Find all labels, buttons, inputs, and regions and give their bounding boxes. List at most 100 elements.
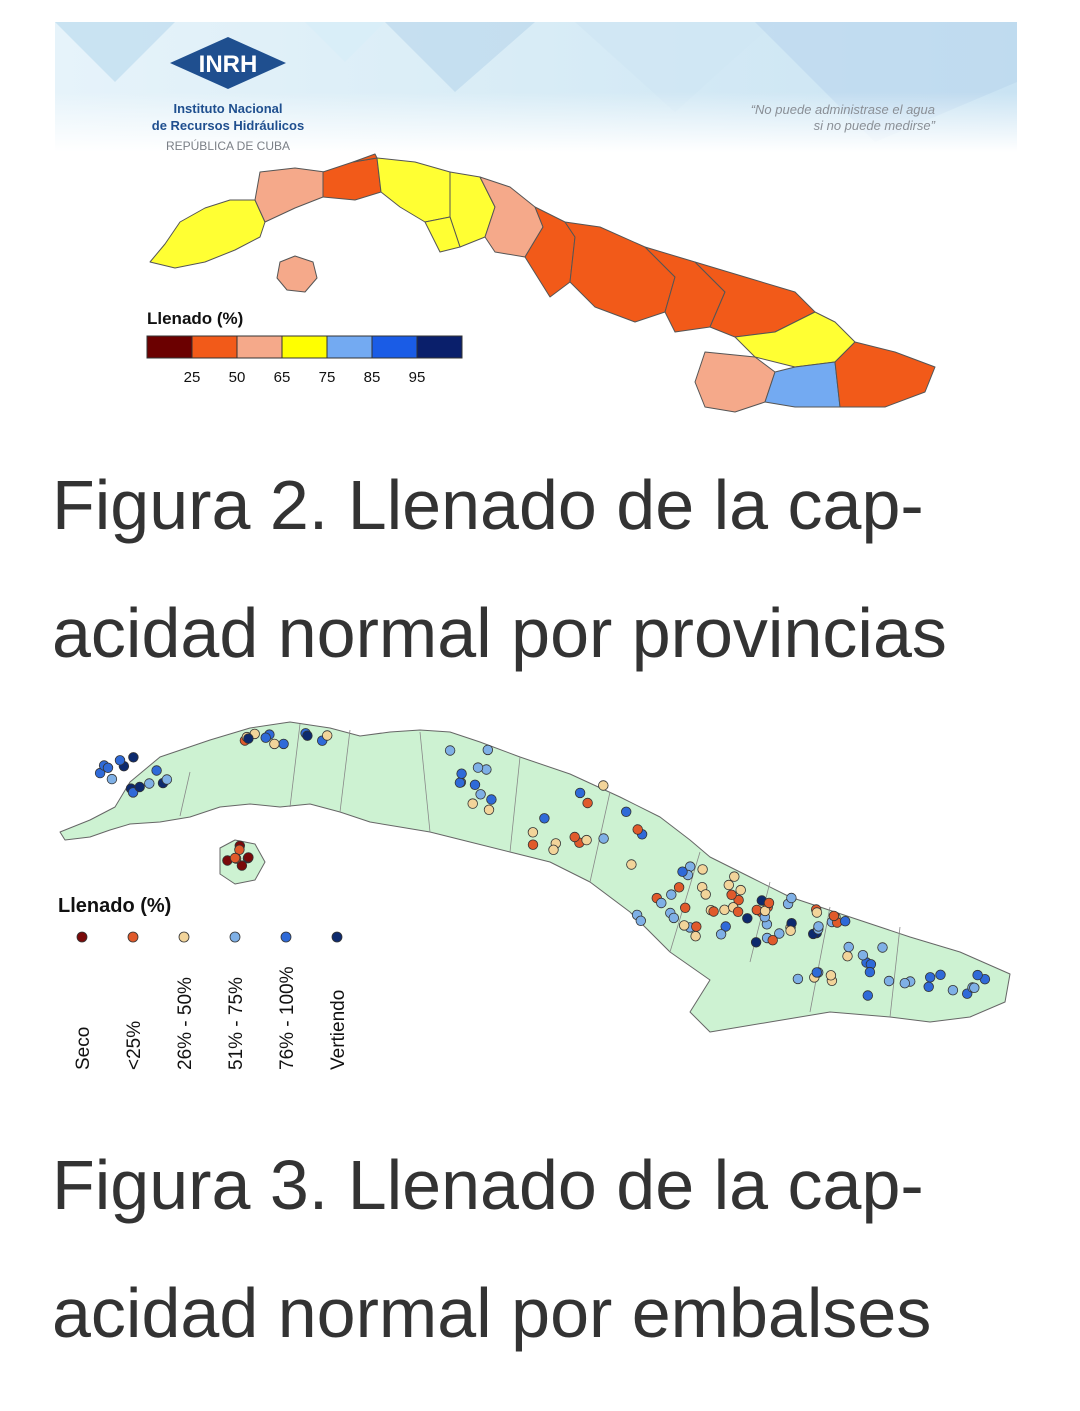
cuba-outline bbox=[59, 721, 1011, 1033]
reservoir-dot bbox=[668, 912, 680, 924]
reservoir-dot bbox=[539, 813, 550, 824]
reservoir-dot bbox=[792, 973, 804, 985]
reservoir-dot bbox=[733, 894, 744, 906]
legend-tick-label: 95 bbox=[409, 369, 426, 386]
reservoir-dot bbox=[666, 889, 677, 900]
cuba-mainland bbox=[59, 721, 1011, 1033]
reservoir-dot bbox=[527, 839, 539, 850]
reservoir-dot bbox=[811, 907, 823, 918]
legend-dot bbox=[229, 931, 241, 943]
reservoir-dot bbox=[843, 941, 854, 953]
reservoir-dot bbox=[679, 920, 690, 931]
reservoir-dot bbox=[811, 967, 823, 978]
reservoir-dot bbox=[302, 730, 313, 741]
reservoir-dot bbox=[656, 897, 667, 909]
province-la-habana bbox=[322, 157, 382, 201]
legend-title: Llenado (%) bbox=[147, 309, 243, 328]
reservoir-dot bbox=[715, 929, 727, 940]
reservoir-dots bbox=[94, 728, 991, 1001]
reservoir-dot bbox=[481, 764, 492, 775]
reservoir-dot bbox=[719, 904, 730, 916]
reservoir-dot bbox=[598, 833, 609, 844]
logo-name-line1: Instituto Nacional bbox=[173, 101, 282, 116]
legend-dot bbox=[127, 931, 139, 943]
reservoir-dot bbox=[467, 798, 478, 809]
reservoir-dot bbox=[243, 852, 254, 863]
header-banner bbox=[55, 22, 1017, 152]
reservoir-dot bbox=[635, 915, 647, 927]
legend-category-label: Vertiendo bbox=[328, 990, 349, 1070]
reservoir-dot bbox=[969, 982, 980, 994]
dot-legend: Llenado (%) Seco <25% 26% - 50% 51% - 75% 76… bbox=[58, 895, 349, 1070]
reservoir-dot bbox=[574, 787, 586, 799]
reservoir-dot bbox=[243, 733, 254, 744]
quote-line1: “No puede administrase el agua bbox=[751, 102, 935, 117]
reservoir-dot bbox=[469, 779, 481, 791]
legend-bin bbox=[416, 335, 463, 359]
reservoir-dot bbox=[483, 804, 495, 816]
reservoir-dot bbox=[134, 781, 145, 793]
figure-2-caption-line2: acidad normal por provincias bbox=[52, 594, 947, 672]
reservoir-dot bbox=[864, 966, 876, 978]
legend-tick-label: 25 bbox=[184, 369, 201, 386]
legend-dot bbox=[76, 931, 88, 943]
reservoir-dot bbox=[582, 797, 593, 809]
legend-tick-label: 85 bbox=[364, 369, 381, 386]
reservoir-dot bbox=[621, 806, 632, 818]
reservoir-dot bbox=[486, 794, 497, 805]
reservoir-dot bbox=[857, 949, 869, 961]
province-cienfuegos bbox=[424, 216, 461, 253]
legend-bin bbox=[281, 335, 328, 359]
reservoir-dot bbox=[828, 910, 840, 922]
figure-2-caption: Figura 2. Llenado de la cap- acidad norm… bbox=[52, 470, 1032, 668]
reservoir-dot bbox=[732, 906, 744, 918]
reservoir-dot bbox=[720, 921, 731, 932]
reservoir-dot bbox=[750, 937, 762, 948]
legend-category-label: 26% - 50% bbox=[175, 977, 196, 1070]
reservoir-dot bbox=[475, 789, 486, 800]
reservoir-dot bbox=[785, 925, 796, 936]
legend-bin bbox=[146, 335, 193, 359]
reservoir-dot bbox=[673, 882, 685, 893]
reservoir-dot bbox=[680, 902, 691, 914]
reservoir-dot bbox=[569, 831, 580, 843]
reservoir-dot bbox=[102, 762, 114, 774]
province-santiago bbox=[764, 361, 841, 408]
reservoir-dot bbox=[581, 834, 592, 846]
quote: “No puede administrase el agua si no pue… bbox=[751, 102, 936, 133]
reservoir-dot bbox=[151, 765, 162, 776]
reservoir-dot bbox=[472, 762, 484, 773]
reservoir-dot bbox=[690, 930, 701, 942]
reservoir-dot bbox=[114, 755, 126, 766]
legend-bin bbox=[236, 335, 283, 359]
province-granma-south bbox=[694, 351, 776, 413]
reservoir-dot bbox=[935, 969, 946, 981]
reservoir-dot bbox=[883, 975, 895, 987]
province-pinar-del-rio bbox=[149, 199, 266, 269]
province-borders bbox=[179, 723, 901, 1018]
reservoir-dot-map: Llenado (%) Seco <25% 26% - 50% 51% - 75% 76… bbox=[58, 721, 1011, 1070]
reservoir-dot bbox=[677, 866, 688, 877]
reservoir-dot bbox=[767, 934, 778, 946]
reservoir-dot bbox=[972, 969, 983, 981]
legend-tick-label: 65 bbox=[274, 369, 291, 386]
reservoir-dot bbox=[842, 950, 853, 962]
logo-country: REPÚBLICA DE CUBA bbox=[166, 138, 290, 153]
fill-legend: Llenado (%) 25 50 65 75 85 95 bbox=[146, 309, 463, 386]
legend-title: Llenado (%) bbox=[58, 895, 171, 917]
legend-ticks: 25 50 65 75 85 95 bbox=[184, 369, 426, 386]
legend-tick-label: 50 bbox=[229, 369, 246, 386]
province-camaguey bbox=[564, 221, 676, 323]
reservoir-dot bbox=[729, 871, 740, 882]
legend-category-label: 76% - 100% bbox=[277, 966, 298, 1070]
reservoir-dot bbox=[763, 897, 775, 909]
reservoir-dot bbox=[278, 738, 289, 750]
reservoir-dot bbox=[548, 844, 559, 856]
reservoir-dot bbox=[735, 884, 746, 896]
figure-3-caption-line2: acidad normal por embalses bbox=[52, 1274, 932, 1352]
figure-2-caption-line1: Figura 2. Llenado de la cap- bbox=[52, 466, 924, 544]
reservoir-dot bbox=[444, 745, 456, 756]
reservoir-dot bbox=[947, 985, 959, 996]
legend-category-label: <25% bbox=[124, 1021, 145, 1070]
figure-3-caption-line1: Figura 3. Llenado de la cap- bbox=[52, 1146, 924, 1224]
